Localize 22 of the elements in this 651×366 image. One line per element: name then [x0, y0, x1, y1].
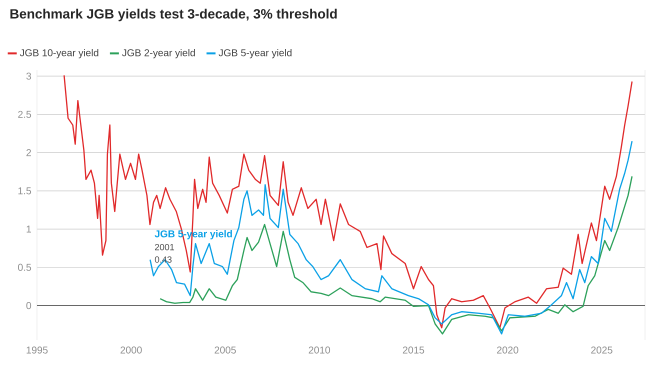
y-tick-label: 2 — [26, 149, 31, 156]
y-tick-label: 0 — [26, 302, 32, 310]
y-tick-label: 0.5 — [18, 264, 32, 271]
chart-title: Benchmark JGB yields test 3-decade, 3% threshold — [10, 8, 337, 22]
x-tick-label: 2010 — [308, 346, 330, 354]
line-series — [149, 140, 633, 335]
x-tick-label: 2020 — [497, 346, 518, 354]
legend-label: JGB 5-year yield — [218, 48, 292, 58]
x-tick-label: 2005 — [214, 346, 236, 354]
x-tick-label: 2000 — [120, 346, 142, 354]
annotation: 0.43 — [154, 256, 172, 263]
x-tick-label: 2025 — [591, 346, 612, 354]
y-tick-label: 1 — [26, 226, 32, 233]
x-tick-label: 1995 — [26, 346, 48, 354]
line-series — [63, 74, 633, 328]
y-tick-label: 2.5 — [18, 110, 32, 118]
y-tick-label: 3 — [26, 72, 32, 80]
y-tick-label: 1.5 — [18, 187, 32, 194]
annotation: 2001 — [155, 244, 174, 250]
x-tick-label: 2015 — [402, 346, 424, 354]
legend-label: JGB 10-year yield — [20, 48, 98, 58]
legend-label: JGB 2-year yield — [122, 48, 195, 58]
